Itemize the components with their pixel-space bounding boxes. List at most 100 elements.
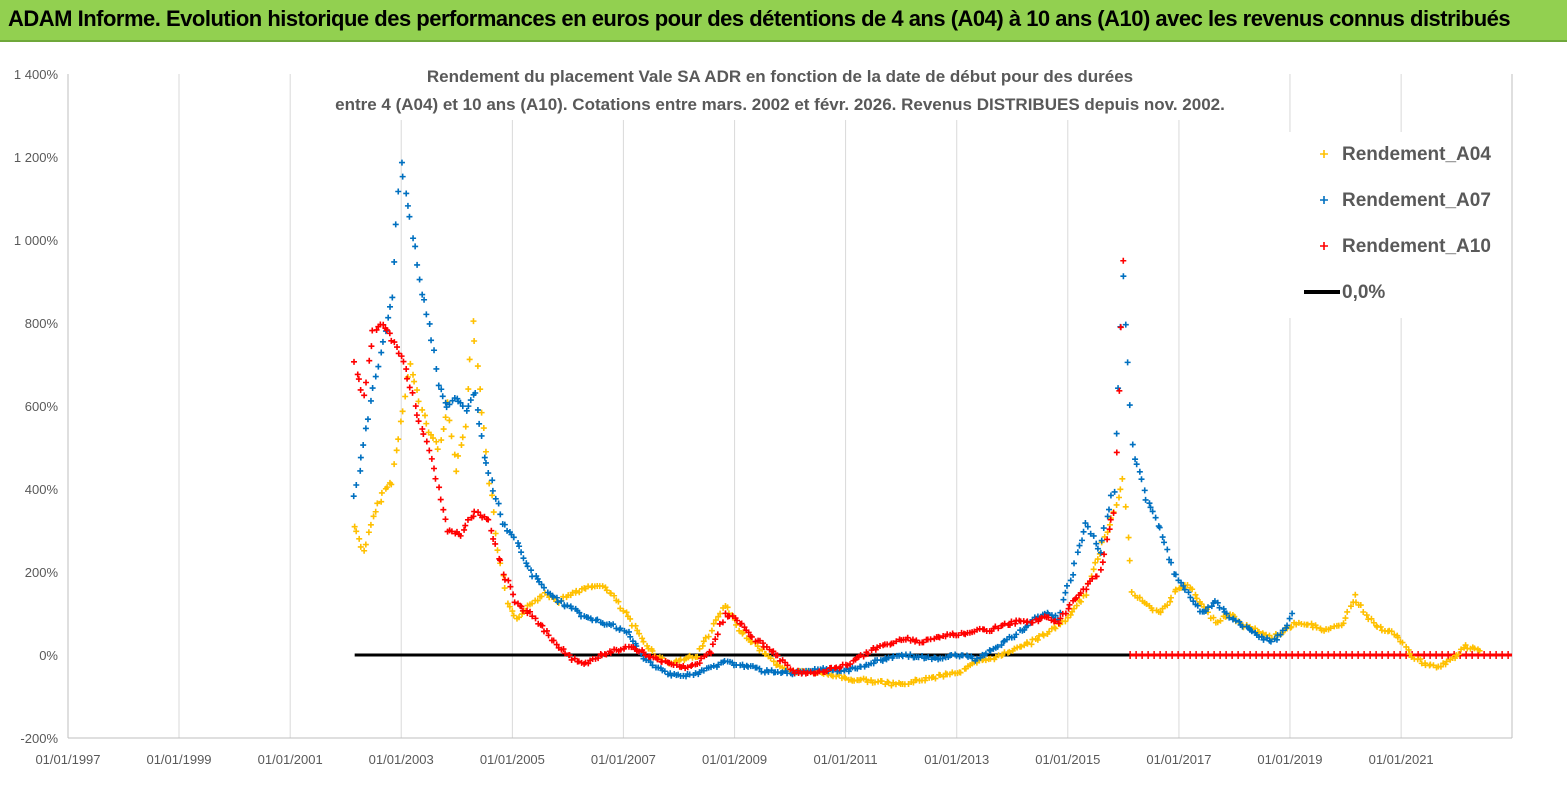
data-point — [647, 659, 654, 666]
data-point — [459, 403, 466, 410]
x-tick-label: 01/01/2009 — [702, 752, 767, 767]
data-point — [1092, 559, 1099, 566]
data-point — [647, 653, 654, 660]
data-point — [529, 600, 536, 607]
data-point — [391, 258, 398, 265]
y-tick-label: -200% — [20, 731, 58, 746]
data-point — [696, 660, 703, 667]
title-banner: ADAM Informe. Evolution historique des p… — [0, 0, 1567, 42]
data-point — [1062, 610, 1069, 617]
data-point — [1210, 614, 1217, 621]
data-point — [372, 508, 379, 515]
data-point — [1344, 608, 1351, 615]
data-point — [733, 621, 740, 628]
data-point — [379, 338, 386, 345]
data-point — [1194, 602, 1201, 609]
data-point — [833, 673, 840, 680]
data-point — [439, 393, 446, 400]
data-point — [1125, 534, 1132, 541]
data-point — [465, 386, 472, 393]
data-point — [419, 406, 426, 413]
data-point — [1217, 617, 1224, 624]
data-point — [741, 624, 748, 631]
data-point — [539, 622, 546, 629]
data-point — [1066, 601, 1073, 608]
data-point — [433, 438, 440, 445]
data-point — [617, 605, 624, 612]
data-point — [1107, 516, 1114, 523]
data-point — [1045, 614, 1052, 621]
data-point — [654, 656, 661, 663]
data-point — [1161, 539, 1168, 546]
data-point — [1289, 610, 1296, 617]
data-point — [440, 426, 447, 433]
data-point — [391, 461, 398, 468]
y-tick-label: 600% — [25, 399, 59, 414]
data-point — [1124, 359, 1131, 366]
data-point — [1388, 628, 1395, 635]
data-point — [474, 363, 481, 370]
data-point — [1342, 615, 1349, 622]
data-point — [1090, 532, 1097, 539]
data-point — [1304, 621, 1311, 628]
data-point — [395, 436, 402, 443]
data-point — [703, 651, 710, 658]
data-point — [350, 493, 357, 500]
data-point — [1067, 611, 1074, 618]
data-point — [385, 314, 392, 321]
data-point — [545, 632, 552, 639]
data-point — [411, 378, 418, 385]
data-point — [524, 563, 531, 570]
data-point — [413, 412, 420, 419]
data-point — [1157, 609, 1164, 616]
data-point — [594, 616, 601, 623]
data-point — [1084, 523, 1091, 530]
data-point — [603, 651, 610, 658]
data-point — [458, 442, 465, 449]
data-point — [758, 668, 765, 675]
data-point — [1113, 501, 1120, 508]
data-point — [925, 654, 932, 661]
data-point — [1166, 556, 1173, 563]
data-point — [733, 617, 740, 624]
data-point — [362, 425, 369, 432]
data-point — [462, 423, 469, 430]
data-point — [1094, 545, 1101, 552]
data-point — [446, 401, 453, 408]
data-point — [1065, 605, 1072, 612]
data-point — [520, 555, 527, 562]
data-point — [770, 658, 777, 665]
data-point — [1377, 623, 1384, 630]
data-point — [955, 632, 962, 639]
data-point — [416, 276, 423, 283]
data-point — [1443, 658, 1450, 665]
data-point — [1083, 586, 1090, 593]
data-point — [457, 532, 464, 539]
data-point — [710, 662, 717, 669]
data-point — [936, 634, 943, 641]
data-point — [501, 576, 508, 583]
data-point — [474, 406, 481, 413]
data-point — [1142, 496, 1149, 503]
data-point — [1097, 566, 1104, 573]
data-point — [448, 433, 455, 440]
data-point — [1313, 624, 1320, 631]
data-point — [476, 420, 483, 427]
data-point — [1399, 639, 1406, 646]
x-tick-label: 01/01/2005 — [480, 752, 545, 767]
data-point — [756, 665, 763, 672]
data-point — [607, 590, 614, 597]
data-point — [857, 676, 864, 683]
data-point — [1070, 571, 1077, 578]
data-point — [1405, 646, 1412, 653]
data-point — [1111, 488, 1118, 495]
data-point — [389, 294, 396, 301]
data-point — [661, 668, 668, 675]
data-point — [388, 337, 395, 344]
data-point — [1113, 430, 1120, 437]
data-point — [550, 593, 556, 600]
data-point — [904, 634, 911, 641]
data-point — [1071, 560, 1078, 567]
data-point — [1159, 534, 1166, 541]
data-point — [1205, 604, 1212, 611]
